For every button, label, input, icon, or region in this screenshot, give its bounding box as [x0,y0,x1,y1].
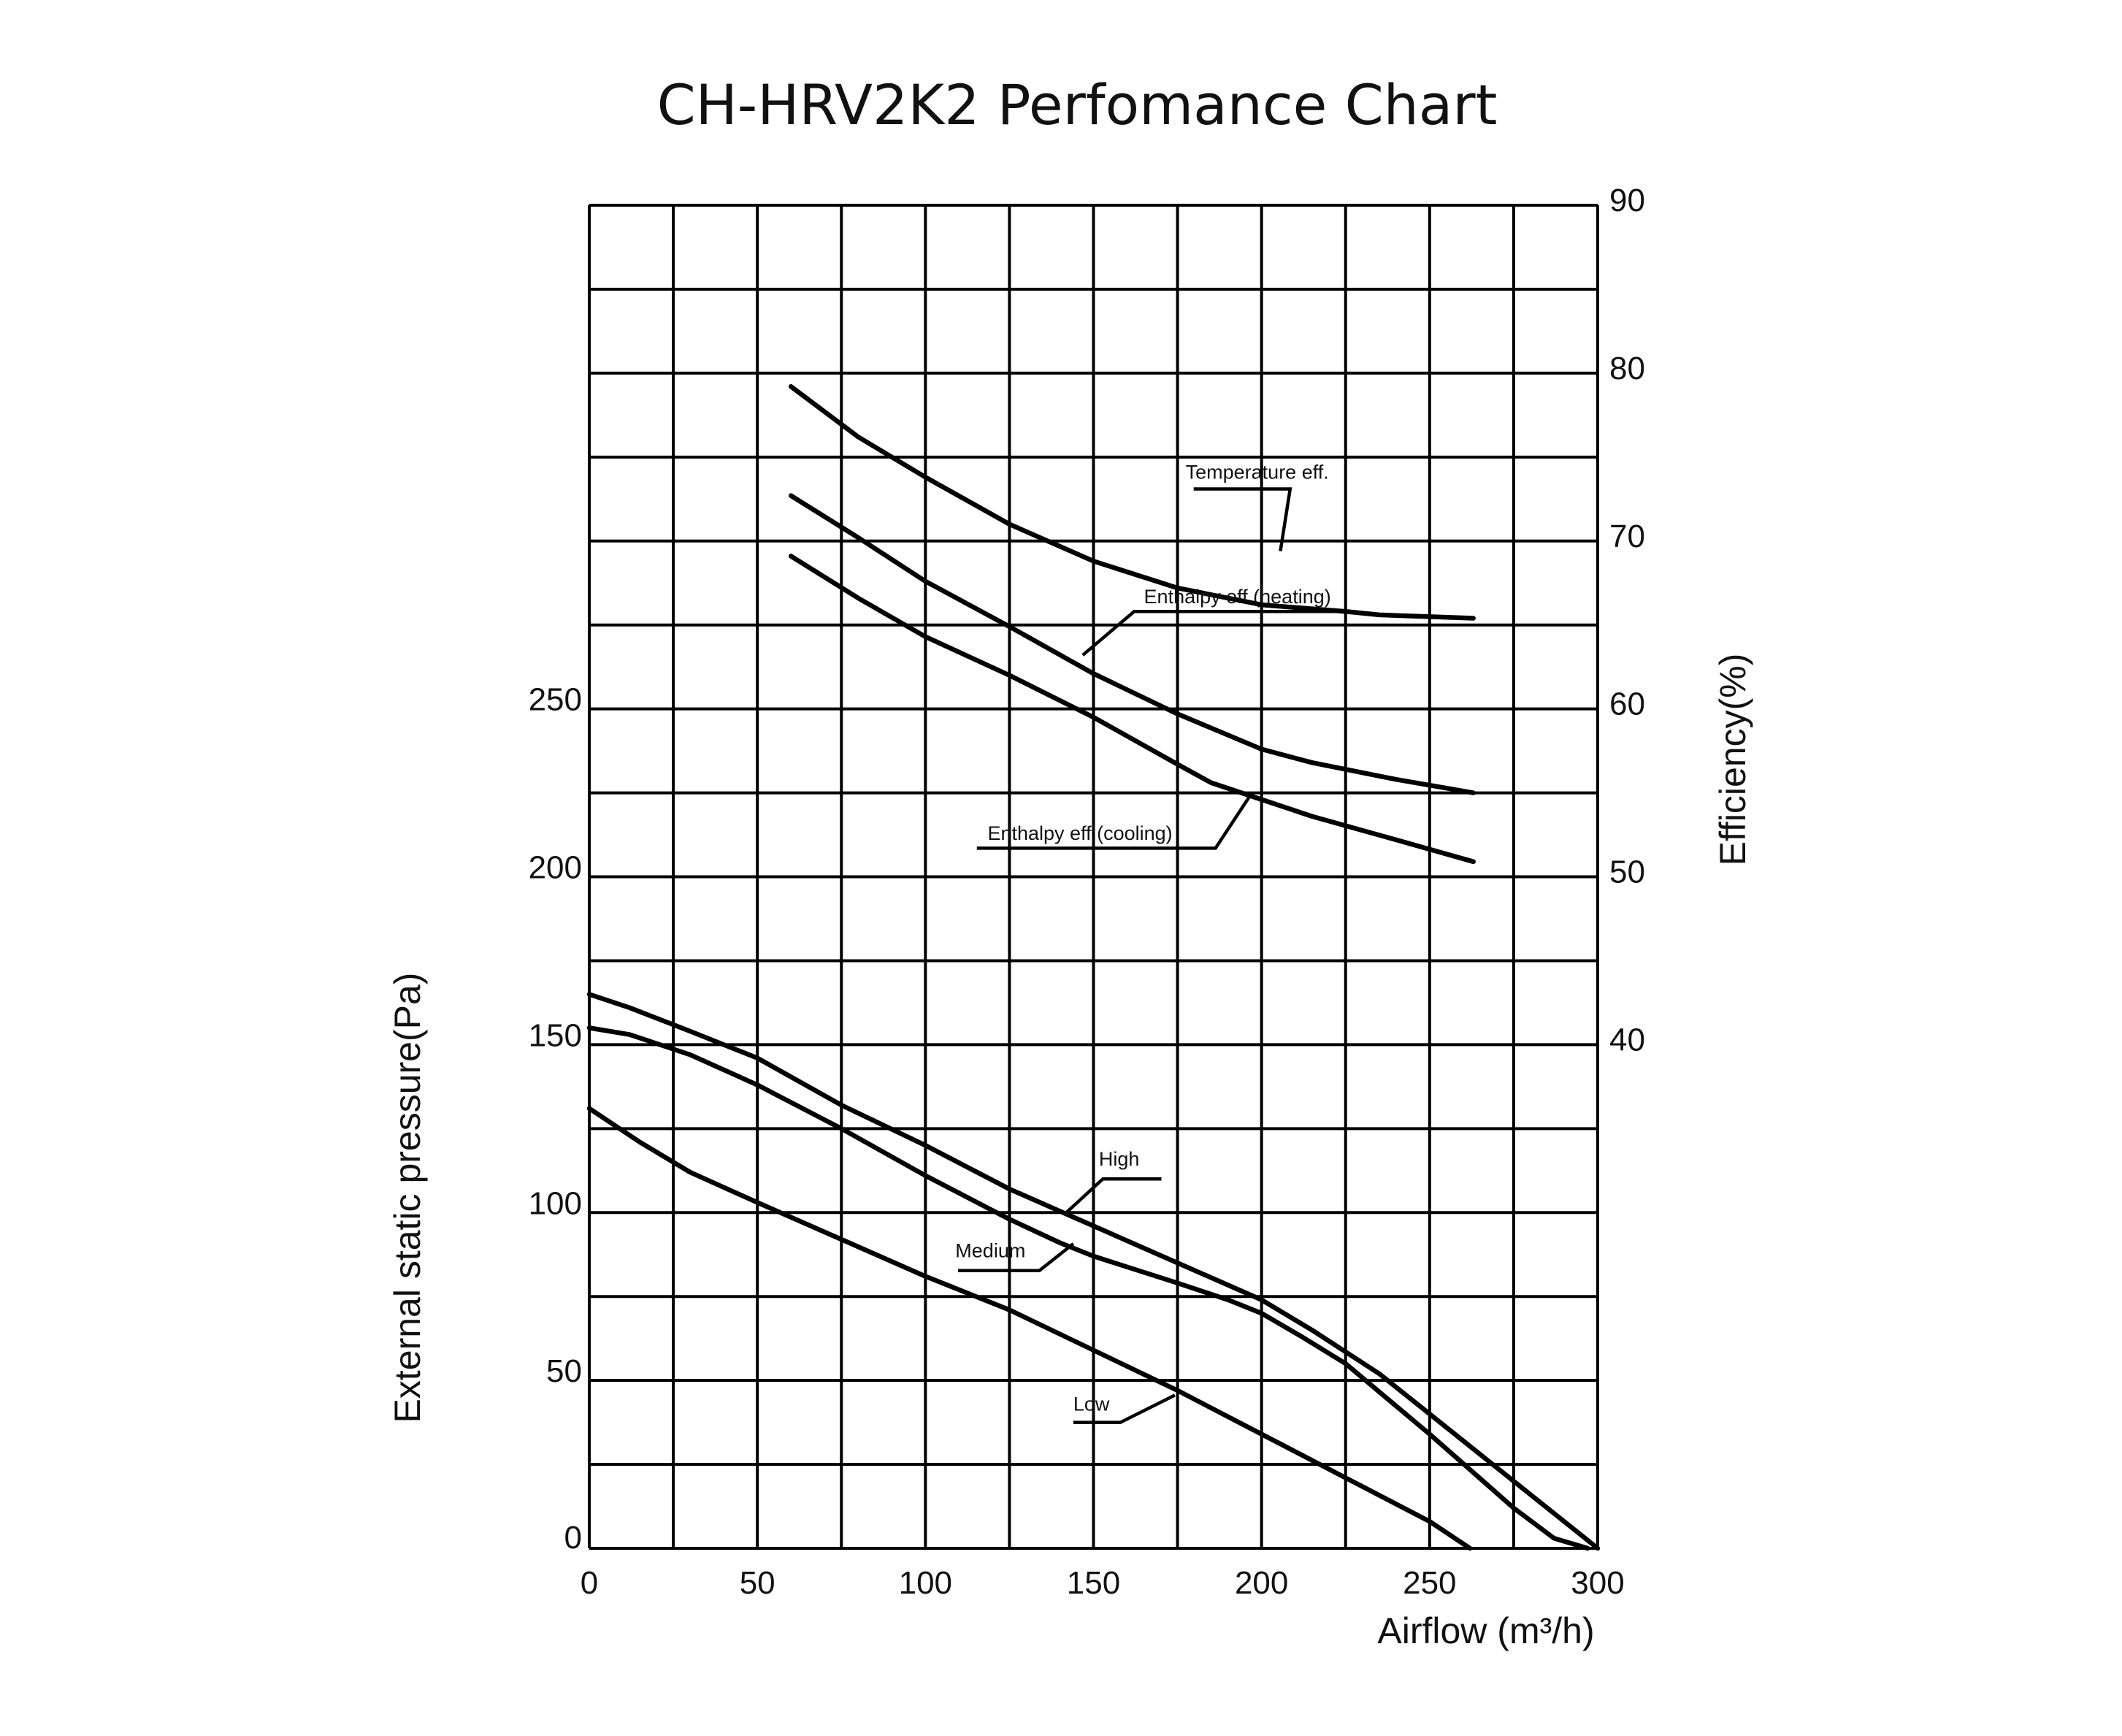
annotation-low: Low [1073,1393,1110,1415]
efficiency-curve-enthalpy-eff-heating [788,493,1476,795]
pressure-curve-medium [586,1025,1590,1551]
efficiency-curve-temperature-eff [788,384,1476,621]
x-tick-label: 250 [1403,1565,1456,1601]
annotation-temperature-leader-line [1193,487,1292,551]
y-right-tick-label: 70 [1609,519,1645,554]
y-left-tick-label: 50 [546,1353,582,1389]
x-tick-label: 100 [899,1565,952,1601]
y-right-tick-label: 90 [1609,183,1645,218]
x-tick-label: 200 [1235,1565,1288,1601]
annotation-cooling-leader-line [976,793,1252,850]
y-left-tick-label: 250 [529,682,582,718]
annotation-medium-leader-line [957,1242,1075,1273]
y-left-tick-label: 0 [564,1520,582,1556]
y-right-tick-label: 50 [1609,854,1645,890]
annotations: High Medium Low Temperature eff. Enthalp… [955,462,1354,1424]
annotation-high-leader-line [1063,1177,1162,1215]
annotation-high: High [1099,1148,1140,1170]
x-tick-label: 0 [581,1565,598,1601]
y-right-tick-label: 60 [1609,687,1645,722]
y-left-axis-label: External static pressure(Pa) [387,973,428,1423]
annotation-cooling: Enthalpy eff.(cooling) [987,822,1172,844]
annotation-low-leader-line [1073,1393,1176,1424]
x-tick-label: 300 [1571,1565,1624,1601]
pressure-curve-low [586,1106,1473,1551]
y-right-tick-label: 80 [1609,351,1645,386]
y-left-tick-label: 200 [529,850,582,886]
x-tick-label: 150 [1067,1565,1120,1601]
y-right-tick-label: 40 [1609,1022,1645,1058]
annotation-temperature: Temperature eff. [1186,462,1329,483]
y-left-tick-label: 100 [529,1185,582,1221]
y-right-axis-label: Efficiency(%) [1712,654,1753,866]
chart-title: CH-HRV2K2 Perfomance Chart [657,72,1498,137]
efficiency-curve-enthalpy-eff-cooling [788,554,1476,865]
annotation-heating: Enthalpy eff.(heating) [1144,586,1331,608]
grid [588,204,1599,1550]
pressure-curve-high [586,992,1601,1551]
curves [586,384,1601,1551]
tick-labels: 0 50 100 150 200 250 300 0 50 100 150 200 250 40 50 60 7… [529,183,1645,1601]
annotation-heating-leader-line [1081,610,1354,657]
annotation-medium: Medium [955,1239,1025,1261]
y-left-tick-label: 150 [529,1017,582,1053]
x-axis-label: Airflow (m³/h) [1377,1610,1594,1651]
x-tick-label: 50 [740,1565,775,1601]
